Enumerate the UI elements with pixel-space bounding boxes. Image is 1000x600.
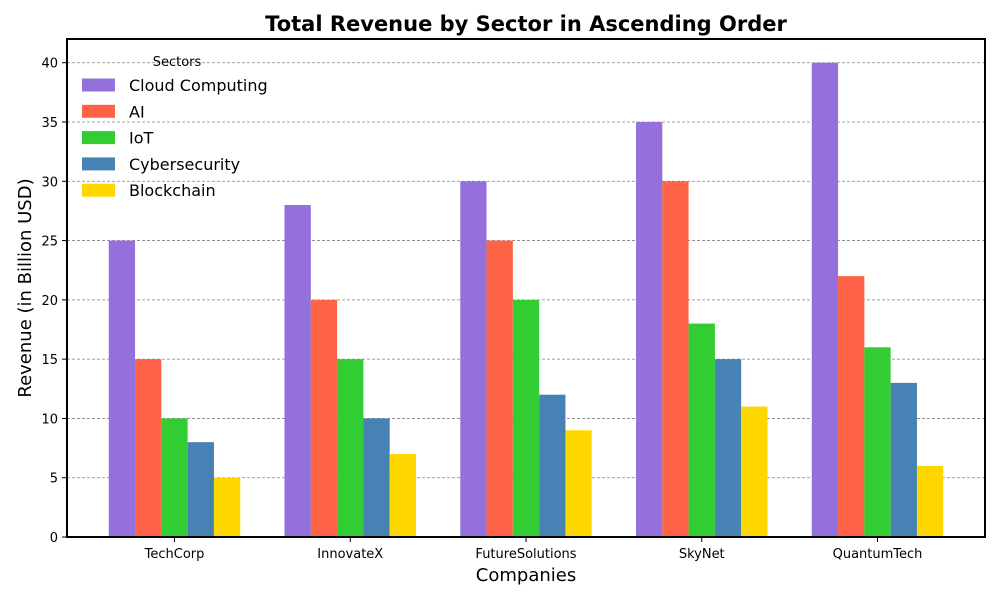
legend-swatch — [82, 183, 115, 197]
y-tick-label: 40 — [41, 57, 58, 72]
legend-label: Cybersecurity — [129, 155, 240, 174]
legend-swatch — [82, 104, 115, 118]
y-tick-label: 5 — [50, 472, 58, 487]
legend-swatch — [82, 157, 115, 171]
bar-cloud-computing-techcorp — [108, 240, 136, 538]
y-tick-label: 0 — [50, 531, 58, 546]
legend-swatch — [82, 131, 115, 145]
legend-swatch — [82, 78, 115, 92]
legend-label: IoT — [129, 129, 154, 148]
bar-blockchain-innovatex — [389, 454, 416, 537]
bar-ai-quantumtech — [838, 276, 865, 537]
y-tick-label: 10 — [41, 412, 58, 427]
bar-cybersecurity-quantumtech — [890, 382, 917, 537]
legend: Sectors Cloud Computing AI IoT Cybersecurit… — [82, 55, 268, 200]
x-axis-label: Companies — [476, 565, 576, 586]
bar-cybersecurity-skynet — [714, 359, 742, 537]
bar-iot-skynet — [688, 323, 715, 537]
bar-blockchain-skynet — [741, 406, 768, 537]
x-axis-ticks: TechCorp InnovateX FutureSolutions SkyNet Qu… — [144, 537, 923, 562]
legend-label: Blockchain — [129, 181, 216, 200]
bar-iot-futuresolutions — [512, 299, 540, 537]
y-tick-label: 35 — [41, 116, 58, 131]
bar-cloud-computing-innovatex — [284, 205, 311, 537]
x-tick-label: QuantumTech — [833, 547, 923, 562]
chart-title: Total Revenue by Sector in Ascending Ord… — [265, 12, 787, 36]
x-tick-label: TechCorp — [144, 547, 205, 562]
y-tick-label: 15 — [41, 353, 58, 368]
bar-cloud-computing-futuresolutions — [460, 181, 487, 538]
bar-cloud-computing-skynet — [636, 122, 663, 537]
bar-iot-quantumtech — [864, 347, 891, 537]
bar-blockchain-techcorp — [213, 477, 241, 537]
bar-cybersecurity-futuresolutions — [539, 394, 566, 537]
bar-iot-techcorp — [161, 418, 188, 537]
y-axis-label: Revenue (in Billion USD) — [15, 178, 36, 397]
y-tick-label: 25 — [41, 235, 58, 250]
bar-cybersecurity-techcorp — [187, 442, 214, 537]
bar-ai-techcorp — [135, 359, 162, 537]
y-tick-label: 30 — [41, 175, 58, 190]
bar-ai-skynet — [662, 181, 689, 538]
x-tick-label: InnovateX — [317, 547, 383, 562]
bar-blockchain-futuresolutions — [565, 430, 592, 537]
bar-cybersecurity-innovatex — [363, 418, 390, 537]
bar-blockchain-quantumtech — [916, 465, 944, 537]
legend-label: AI — [129, 102, 145, 121]
legend-title: Sectors — [153, 55, 202, 70]
y-axis-ticks: 0 5 10 15 20 25 30 35 40 — [41, 57, 67, 546]
bar-iot-innovatex — [337, 359, 364, 537]
bar-cloud-computing-quantumtech — [811, 62, 839, 537]
x-tick-label: FutureSolutions — [475, 547, 576, 562]
bars — [108, 62, 944, 538]
y-tick-label: 20 — [41, 294, 58, 309]
bar-ai-innovatex — [310, 299, 338, 537]
x-tick-label: SkyNet — [679, 547, 725, 562]
legend-label: Cloud Computing — [129, 76, 268, 95]
bar-ai-futuresolutions — [486, 240, 513, 538]
